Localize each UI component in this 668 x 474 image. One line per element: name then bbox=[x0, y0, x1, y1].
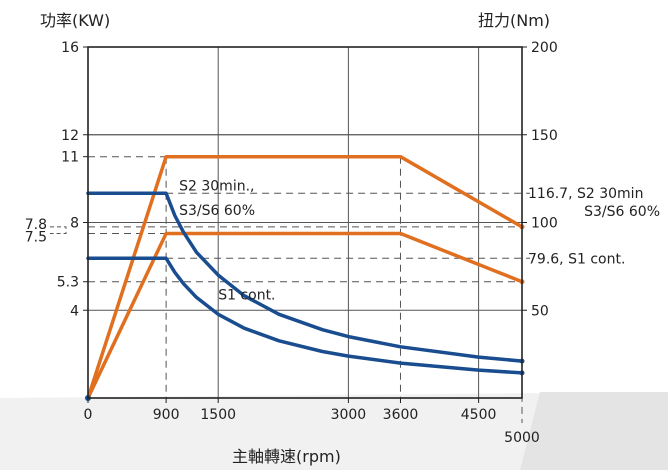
bracket-7-8-7-5 bbox=[50, 226, 67, 234]
background-band-dark bbox=[520, 392, 668, 470]
x-tick-label: 4500 bbox=[461, 407, 497, 423]
y-left-tick-label: 4 bbox=[70, 303, 79, 319]
y-left-tick-label: 11 bbox=[61, 150, 79, 166]
y-right-tick-label: 100 bbox=[531, 216, 558, 232]
y-left-outer-tick-label: 7.8 bbox=[25, 217, 47, 233]
x-tick-label: 3000 bbox=[331, 407, 367, 423]
y-left-tick-label: 12 bbox=[61, 128, 79, 144]
x-tick-label: 1500 bbox=[200, 407, 236, 423]
x-tick-label: 3600 bbox=[383, 407, 419, 423]
y-left-outer-tick-label: 7.5 bbox=[25, 229, 47, 245]
x-tick-label: 0 bbox=[84, 407, 93, 423]
curve-annotation: S2 30min., bbox=[179, 179, 254, 195]
right-annotation: 116.7, S2 30min bbox=[528, 186, 643, 202]
right-annotation: 79.6, S1 cont. bbox=[528, 251, 625, 267]
right-annotation: S3/S6 60% bbox=[584, 204, 660, 220]
y-right-tick-label: 200 bbox=[531, 40, 558, 56]
series-line-1 bbox=[86, 231, 524, 400]
y-left-tick-label: 16 bbox=[61, 40, 79, 56]
y-right-tick-label: 50 bbox=[531, 303, 549, 319]
y-right-axis-title: 扭力(Nm) bbox=[478, 11, 550, 30]
curve-annotation: S1 cont. bbox=[218, 287, 275, 303]
background-band bbox=[0, 392, 668, 470]
y-left-tick-label: 5.3 bbox=[57, 275, 79, 291]
y-left-tick-label: 8 bbox=[70, 216, 79, 232]
x-tick-label: 900 bbox=[153, 407, 180, 423]
y-left-axis-title: 功率(KW) bbox=[40, 11, 110, 30]
series-line-2 bbox=[86, 191, 524, 363]
series-line-3 bbox=[86, 256, 524, 375]
curve-annotation: S3/S6 60% bbox=[179, 203, 255, 219]
y-right-tick-label: 150 bbox=[531, 128, 558, 144]
x-tick-label-below: 5000 bbox=[504, 430, 540, 446]
x-axis-title: 主軸轉速(rpm) bbox=[232, 447, 341, 466]
series-line-0 bbox=[86, 154, 524, 400]
